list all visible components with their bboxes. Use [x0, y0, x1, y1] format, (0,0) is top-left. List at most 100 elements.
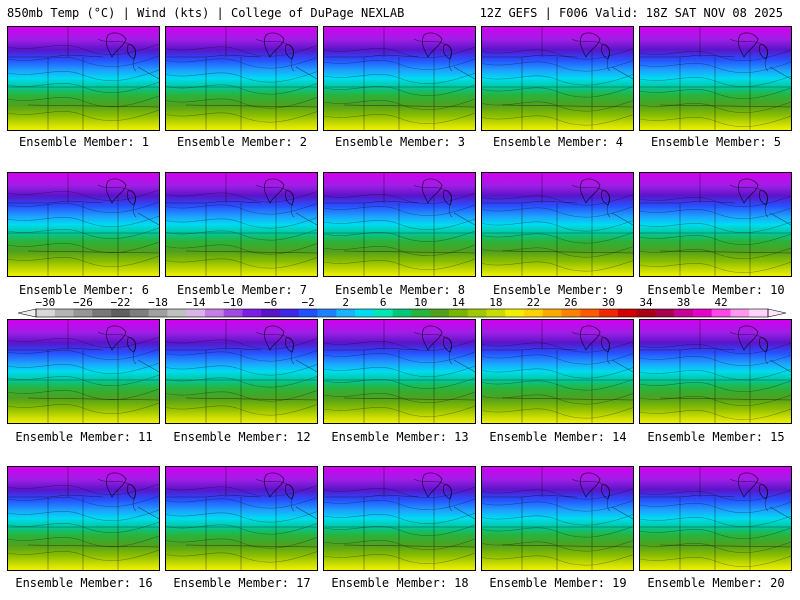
ensemble-member-caption: Ensemble Member: 15: [647, 430, 785, 444]
state-boundaries: [8, 27, 159, 130]
ensemble-member-map-1[interactable]: [7, 26, 160, 131]
temperature-map: [324, 27, 475, 130]
ensemble-member-caption: Ensemble Member: 20: [647, 576, 785, 590]
ensemble-member-map-5[interactable]: [639, 26, 792, 131]
colorbar-segment: [261, 309, 281, 317]
ensemble-member-map-3[interactable]: [323, 26, 476, 131]
great-lakes-outline: [421, 325, 452, 353]
isotherm-contour: [8, 483, 159, 495]
state-boundaries: [8, 320, 159, 423]
colorbar-segment: [392, 309, 412, 317]
ensemble-member-map-18[interactable]: [323, 466, 476, 571]
colorbar-tick-label: 22: [526, 296, 540, 309]
ensemble-member-map-15[interactable]: [639, 319, 792, 424]
temperature-map: [8, 467, 159, 570]
colorbar-segment: [542, 309, 562, 317]
state-boundaries: [8, 173, 159, 276]
colorbar-segment: [467, 309, 487, 317]
colorbar-tick-label: 34: [639, 296, 653, 309]
ensemble-member-map-6[interactable]: [7, 172, 160, 277]
ensemble-member-map-4[interactable]: [481, 26, 634, 131]
ensemble-member-map-12[interactable]: [165, 319, 318, 424]
colorbar-segment: [280, 309, 300, 317]
ensemble-member-caption: Ensemble Member: 16: [15, 576, 153, 590]
temperature-map: [8, 320, 159, 423]
state-boundaries: [324, 27, 475, 130]
ensemble-member-map-20[interactable]: [639, 466, 792, 571]
ensemble-member-map-14[interactable]: [481, 319, 634, 424]
colorbar-segment: [298, 309, 318, 317]
great-lakes-outline: [105, 178, 136, 206]
ensemble-member-map-16[interactable]: [7, 466, 160, 571]
ensemble-member-caption: Ensemble Member: 8: [334, 283, 466, 297]
state-boundaries: [324, 320, 475, 423]
colorbar-segment: [561, 309, 581, 317]
state-boundaries: [8, 467, 159, 570]
colorbar-segment: [655, 309, 675, 317]
ensemble-member-caption: Ensemble Member: 7: [176, 283, 308, 297]
ensemble-member-caption: Ensemble Member: 4: [492, 135, 624, 149]
temperature-map: [640, 320, 791, 423]
temperature-map: [166, 173, 317, 276]
ensemble-member-map-19[interactable]: [481, 466, 634, 571]
colorbar-segment: [505, 309, 525, 317]
isotherm-contour: [324, 486, 475, 498]
ensemble-member-caption: Ensemble Member: 1: [18, 135, 150, 149]
ensemble-member-map-2[interactable]: [165, 26, 318, 131]
colorbar-segment: [674, 309, 694, 317]
colorbar-segment: [580, 309, 600, 317]
great-lakes-outline: [263, 472, 294, 500]
isotherm-contour: [166, 338, 317, 350]
colorbar-tick-label: −26: [72, 296, 93, 309]
colorbar-segment: [336, 309, 356, 317]
colorbar-segment: [636, 309, 656, 317]
colorbar-segment: [692, 309, 712, 317]
temperature-map: [166, 467, 317, 570]
ensemble-member-map-8[interactable]: [323, 172, 476, 277]
colorbar-segment: [36, 309, 56, 317]
colorbar-tick-label: 38: [676, 296, 691, 309]
temperature-map: [482, 173, 633, 276]
isotherm-contour: [166, 485, 317, 497]
ensemble-member-map-10[interactable]: [639, 172, 792, 277]
colorbar-segment: [448, 309, 468, 317]
state-boundaries: [166, 320, 317, 423]
ensemble-member-map-11[interactable]: [7, 319, 160, 424]
colorbar-segment: [186, 309, 206, 317]
ensemble-member-caption: Ensemble Member: 11: [15, 430, 153, 444]
temperature-map: [166, 320, 317, 423]
isotherm-contour: [482, 488, 633, 500]
great-lakes-outline: [579, 325, 610, 353]
great-lakes-outline: [579, 472, 610, 500]
isotherm-contour: [324, 46, 475, 58]
great-lakes-outline: [105, 472, 136, 500]
ensemble-member-caption: Ensemble Member: 13: [331, 430, 469, 444]
colorbar-tick-label: −10: [223, 296, 243, 309]
temperature-map: [324, 320, 475, 423]
great-lakes-outline: [421, 32, 452, 60]
colorbar-segment: [92, 309, 112, 317]
isotherm-contour: [324, 339, 475, 351]
colorbar-tick-label: 14: [451, 296, 465, 309]
colorbar-segment: [167, 309, 187, 317]
isotherm-contour: [166, 45, 317, 57]
ensemble-member-map-13[interactable]: [323, 319, 476, 424]
state-boundaries: [482, 320, 633, 423]
great-lakes-outline: [737, 325, 768, 353]
colorbar-segment: [129, 309, 149, 317]
colorbar-tick-label: −6: [263, 296, 278, 309]
colorbar-tick-label: 10: [414, 296, 428, 309]
great-lakes-outline: [737, 178, 768, 206]
colorbar-tick-label: 6: [379, 296, 387, 309]
colorbar-segment: [355, 309, 375, 317]
temperature-map: [482, 467, 633, 570]
ensemble-member-map-17[interactable]: [165, 466, 318, 571]
state-boundaries: [482, 27, 633, 130]
colorbar-segment: [111, 309, 131, 317]
state-boundaries: [640, 27, 791, 130]
ensemble-member-map-9[interactable]: [481, 172, 634, 277]
colorbar-segment: [373, 309, 393, 317]
ensemble-member-map-7[interactable]: [165, 172, 318, 277]
great-lakes-outline: [263, 32, 294, 60]
colorbar-segment: [749, 309, 769, 317]
